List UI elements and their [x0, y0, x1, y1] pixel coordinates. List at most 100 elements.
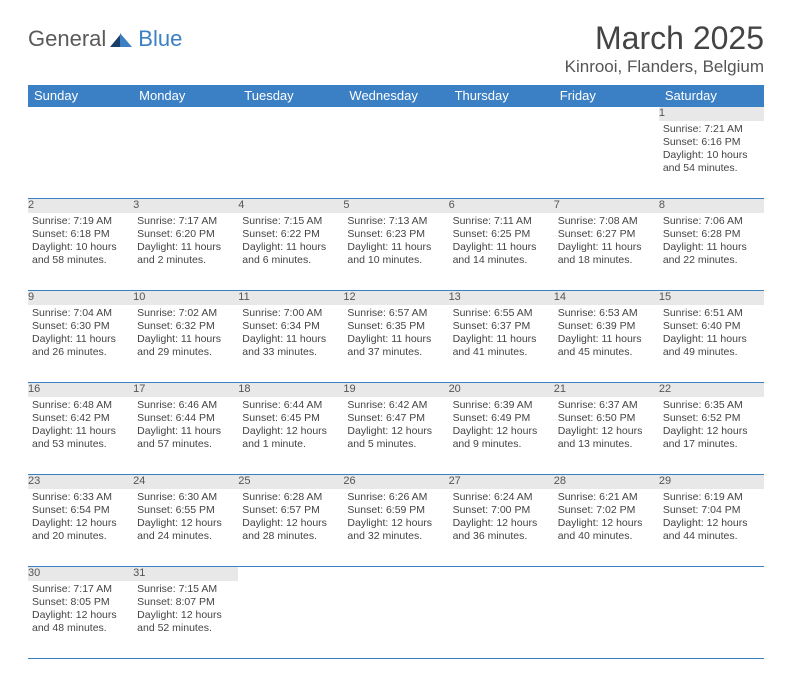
day-cell: Sunrise: 6:21 AMSunset: 7:02 PMDaylight:…	[554, 489, 659, 567]
day-content: Sunrise: 6:44 AMSunset: 6:45 PMDaylight:…	[238, 397, 343, 454]
day-number-cell: 29	[659, 475, 764, 489]
day-number-cell: 11	[238, 291, 343, 305]
day-number-cell: 28	[554, 475, 659, 489]
day-content: Sunrise: 7:21 AMSunset: 6:16 PMDaylight:…	[659, 121, 764, 178]
day-number-cell: 13	[449, 291, 554, 305]
day-cell: Sunrise: 7:04 AMSunset: 6:30 PMDaylight:…	[28, 305, 133, 383]
day-number-cell: 30	[28, 567, 133, 581]
day-number-cell: 3	[133, 199, 238, 213]
day-number-cell: 17	[133, 383, 238, 397]
day-cell: Sunrise: 6:42 AMSunset: 6:47 PMDaylight:…	[343, 397, 448, 475]
day-cell: Sunrise: 7:06 AMSunset: 6:28 PMDaylight:…	[659, 213, 764, 291]
day-content: Sunrise: 6:57 AMSunset: 6:35 PMDaylight:…	[343, 305, 448, 362]
day-header: Wednesday	[343, 85, 448, 107]
day-content: Sunrise: 6:39 AMSunset: 6:49 PMDaylight:…	[449, 397, 554, 454]
day-cell	[554, 121, 659, 199]
day-content: Sunrise: 6:48 AMSunset: 6:42 PMDaylight:…	[28, 397, 133, 454]
day-number-cell	[28, 107, 133, 121]
brand-text-1: General	[28, 26, 106, 52]
day-header: Saturday	[659, 85, 764, 107]
title-block: March 2025 Kinrooi, Flanders, Belgium	[565, 20, 764, 77]
day-cell: Sunrise: 7:19 AMSunset: 6:18 PMDaylight:…	[28, 213, 133, 291]
day-cell: Sunrise: 7:00 AMSunset: 6:34 PMDaylight:…	[238, 305, 343, 383]
day-number-cell: 22	[659, 383, 764, 397]
day-number-cell: 24	[133, 475, 238, 489]
day-number-cell	[554, 107, 659, 121]
day-cell	[133, 121, 238, 199]
daynum-row: 1	[28, 107, 764, 121]
day-content: Sunrise: 6:26 AMSunset: 6:59 PMDaylight:…	[343, 489, 448, 546]
day-number-cell	[449, 567, 554, 581]
day-content: Sunrise: 6:35 AMSunset: 6:52 PMDaylight:…	[659, 397, 764, 454]
daynum-row: 9101112131415	[28, 291, 764, 305]
day-content: Sunrise: 6:55 AMSunset: 6:37 PMDaylight:…	[449, 305, 554, 362]
day-content: Sunrise: 7:11 AMSunset: 6:25 PMDaylight:…	[449, 213, 554, 270]
day-number-cell: 9	[28, 291, 133, 305]
day-number-cell: 20	[449, 383, 554, 397]
day-cell: Sunrise: 7:15 AMSunset: 8:07 PMDaylight:…	[133, 581, 238, 659]
day-cell: Sunrise: 7:17 AMSunset: 8:05 PMDaylight:…	[28, 581, 133, 659]
day-cell: Sunrise: 6:28 AMSunset: 6:57 PMDaylight:…	[238, 489, 343, 567]
day-number-cell	[343, 567, 448, 581]
day-content: Sunrise: 6:30 AMSunset: 6:55 PMDaylight:…	[133, 489, 238, 546]
day-content: Sunrise: 6:51 AMSunset: 6:40 PMDaylight:…	[659, 305, 764, 362]
day-content: Sunrise: 6:28 AMSunset: 6:57 PMDaylight:…	[238, 489, 343, 546]
day-content: Sunrise: 7:08 AMSunset: 6:27 PMDaylight:…	[554, 213, 659, 270]
day-number-cell	[554, 567, 659, 581]
day-cell	[449, 581, 554, 659]
day-content: Sunrise: 6:37 AMSunset: 6:50 PMDaylight:…	[554, 397, 659, 454]
content-row: Sunrise: 7:21 AMSunset: 6:16 PMDaylight:…	[28, 121, 764, 199]
day-cell: Sunrise: 7:17 AMSunset: 6:20 PMDaylight:…	[133, 213, 238, 291]
day-cell	[449, 121, 554, 199]
day-header: Monday	[133, 85, 238, 107]
day-cell: Sunrise: 6:46 AMSunset: 6:44 PMDaylight:…	[133, 397, 238, 475]
day-content: Sunrise: 6:19 AMSunset: 7:04 PMDaylight:…	[659, 489, 764, 546]
day-number-cell: 12	[343, 291, 448, 305]
day-number-cell	[659, 567, 764, 581]
day-cell	[238, 581, 343, 659]
day-cell	[659, 581, 764, 659]
daynum-row: 2345678	[28, 199, 764, 213]
day-cell: Sunrise: 6:24 AMSunset: 7:00 PMDaylight:…	[449, 489, 554, 567]
day-cell: Sunrise: 6:51 AMSunset: 6:40 PMDaylight:…	[659, 305, 764, 383]
day-number-cell: 26	[343, 475, 448, 489]
day-content: Sunrise: 7:00 AMSunset: 6:34 PMDaylight:…	[238, 305, 343, 362]
day-cell: Sunrise: 6:44 AMSunset: 6:45 PMDaylight:…	[238, 397, 343, 475]
day-number-cell: 6	[449, 199, 554, 213]
day-number-cell: 25	[238, 475, 343, 489]
day-content: Sunrise: 6:24 AMSunset: 7:00 PMDaylight:…	[449, 489, 554, 546]
daynum-row: 3031	[28, 567, 764, 581]
day-content: Sunrise: 7:13 AMSunset: 6:23 PMDaylight:…	[343, 213, 448, 270]
day-header: Sunday	[28, 85, 133, 107]
day-cell: Sunrise: 6:19 AMSunset: 7:04 PMDaylight:…	[659, 489, 764, 567]
day-number-cell: 18	[238, 383, 343, 397]
day-cell: Sunrise: 6:48 AMSunset: 6:42 PMDaylight:…	[28, 397, 133, 475]
day-cell: Sunrise: 7:13 AMSunset: 6:23 PMDaylight:…	[343, 213, 448, 291]
daynum-row: 23242526272829	[28, 475, 764, 489]
day-number-cell	[133, 107, 238, 121]
day-cell: Sunrise: 6:53 AMSunset: 6:39 PMDaylight:…	[554, 305, 659, 383]
day-cell: Sunrise: 7:02 AMSunset: 6:32 PMDaylight:…	[133, 305, 238, 383]
day-content: Sunrise: 6:53 AMSunset: 6:39 PMDaylight:…	[554, 305, 659, 362]
day-header: Tuesday	[238, 85, 343, 107]
day-cell: Sunrise: 6:39 AMSunset: 6:49 PMDaylight:…	[449, 397, 554, 475]
day-cell: Sunrise: 6:26 AMSunset: 6:59 PMDaylight:…	[343, 489, 448, 567]
content-row: Sunrise: 6:48 AMSunset: 6:42 PMDaylight:…	[28, 397, 764, 475]
brand-logo: General Blue	[28, 26, 182, 52]
day-content: Sunrise: 7:15 AMSunset: 8:07 PMDaylight:…	[133, 581, 238, 638]
day-number-cell: 8	[659, 199, 764, 213]
day-number-cell: 15	[659, 291, 764, 305]
content-row: Sunrise: 7:17 AMSunset: 8:05 PMDaylight:…	[28, 581, 764, 659]
day-number-cell: 1	[659, 107, 764, 121]
brand-triangles-icon	[108, 29, 136, 49]
day-cell	[343, 581, 448, 659]
day-number-cell: 10	[133, 291, 238, 305]
day-cell: Sunrise: 6:37 AMSunset: 6:50 PMDaylight:…	[554, 397, 659, 475]
day-content: Sunrise: 7:17 AMSunset: 6:20 PMDaylight:…	[133, 213, 238, 270]
day-number-cell: 5	[343, 199, 448, 213]
day-content: Sunrise: 6:33 AMSunset: 6:54 PMDaylight:…	[28, 489, 133, 546]
brand-text-2: Blue	[138, 26, 182, 52]
day-cell	[343, 121, 448, 199]
content-row: Sunrise: 6:33 AMSunset: 6:54 PMDaylight:…	[28, 489, 764, 567]
day-cell: Sunrise: 7:11 AMSunset: 6:25 PMDaylight:…	[449, 213, 554, 291]
